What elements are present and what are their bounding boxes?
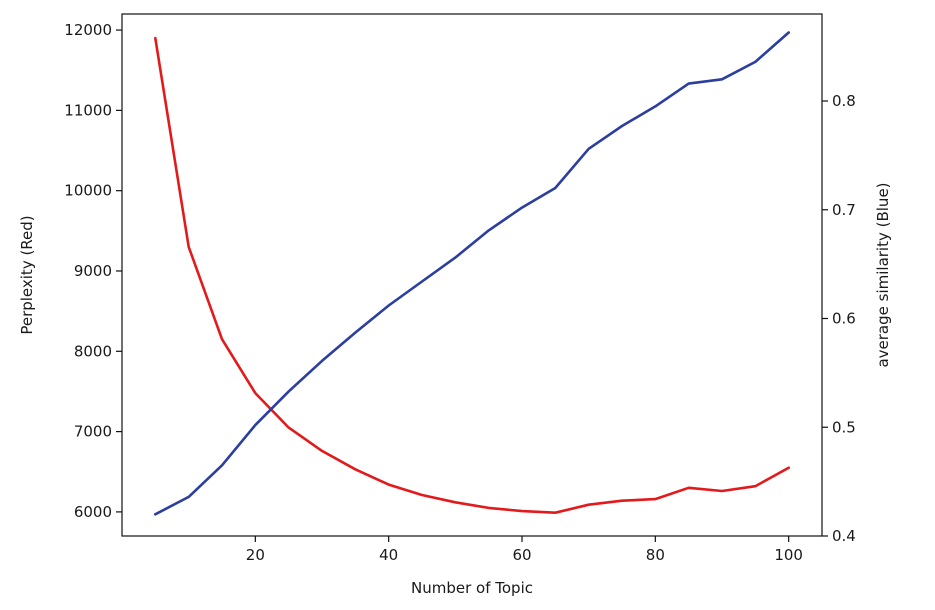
x-tick-label: 60: [512, 546, 531, 564]
left-y-axis-label: Perplexity (Red): [18, 215, 36, 334]
left-y-axis-ticks: 6000 7000 8000 9000 10000 11000 12000: [64, 21, 122, 521]
right-y-axis-ticks: 0.4 0.5 0.6 0.7 0.8: [822, 92, 856, 545]
left-y-tick-label: 6000: [74, 503, 112, 521]
x-axis-label: Number of Topic: [411, 579, 533, 597]
x-tick-label: 20: [246, 546, 265, 564]
similarity-series-line: [154, 31, 791, 516]
left-y-tick-label: 8000: [74, 342, 112, 360]
right-y-tick-label: 0.8: [832, 92, 856, 110]
plot-frame: [121, 13, 823, 537]
right-y-tick-label: 0.4: [832, 527, 856, 545]
left-y-tick-label: 9000: [74, 262, 112, 280]
right-y-tick-label: 0.6: [832, 310, 856, 328]
series-layer: [154, 31, 791, 516]
x-axis-ticks: 20 40 60 80 100: [246, 536, 803, 564]
left-y-tick-label: 12000: [64, 21, 112, 39]
left-y-tick-label: 7000: [74, 423, 112, 441]
right-y-axis-label: average similarity (Blue): [874, 182, 892, 367]
left-y-tick-label: 10000: [64, 182, 112, 200]
perplexity-series-line: [154, 36, 791, 515]
x-tick-label: 80: [646, 546, 665, 564]
right-y-tick-label: 0.5: [832, 418, 856, 436]
right-y-tick-label: 0.7: [832, 201, 856, 219]
x-tick-label: 40: [379, 546, 398, 564]
x-tick-label: 100: [774, 546, 803, 564]
left-y-tick-label: 11000: [64, 101, 112, 119]
